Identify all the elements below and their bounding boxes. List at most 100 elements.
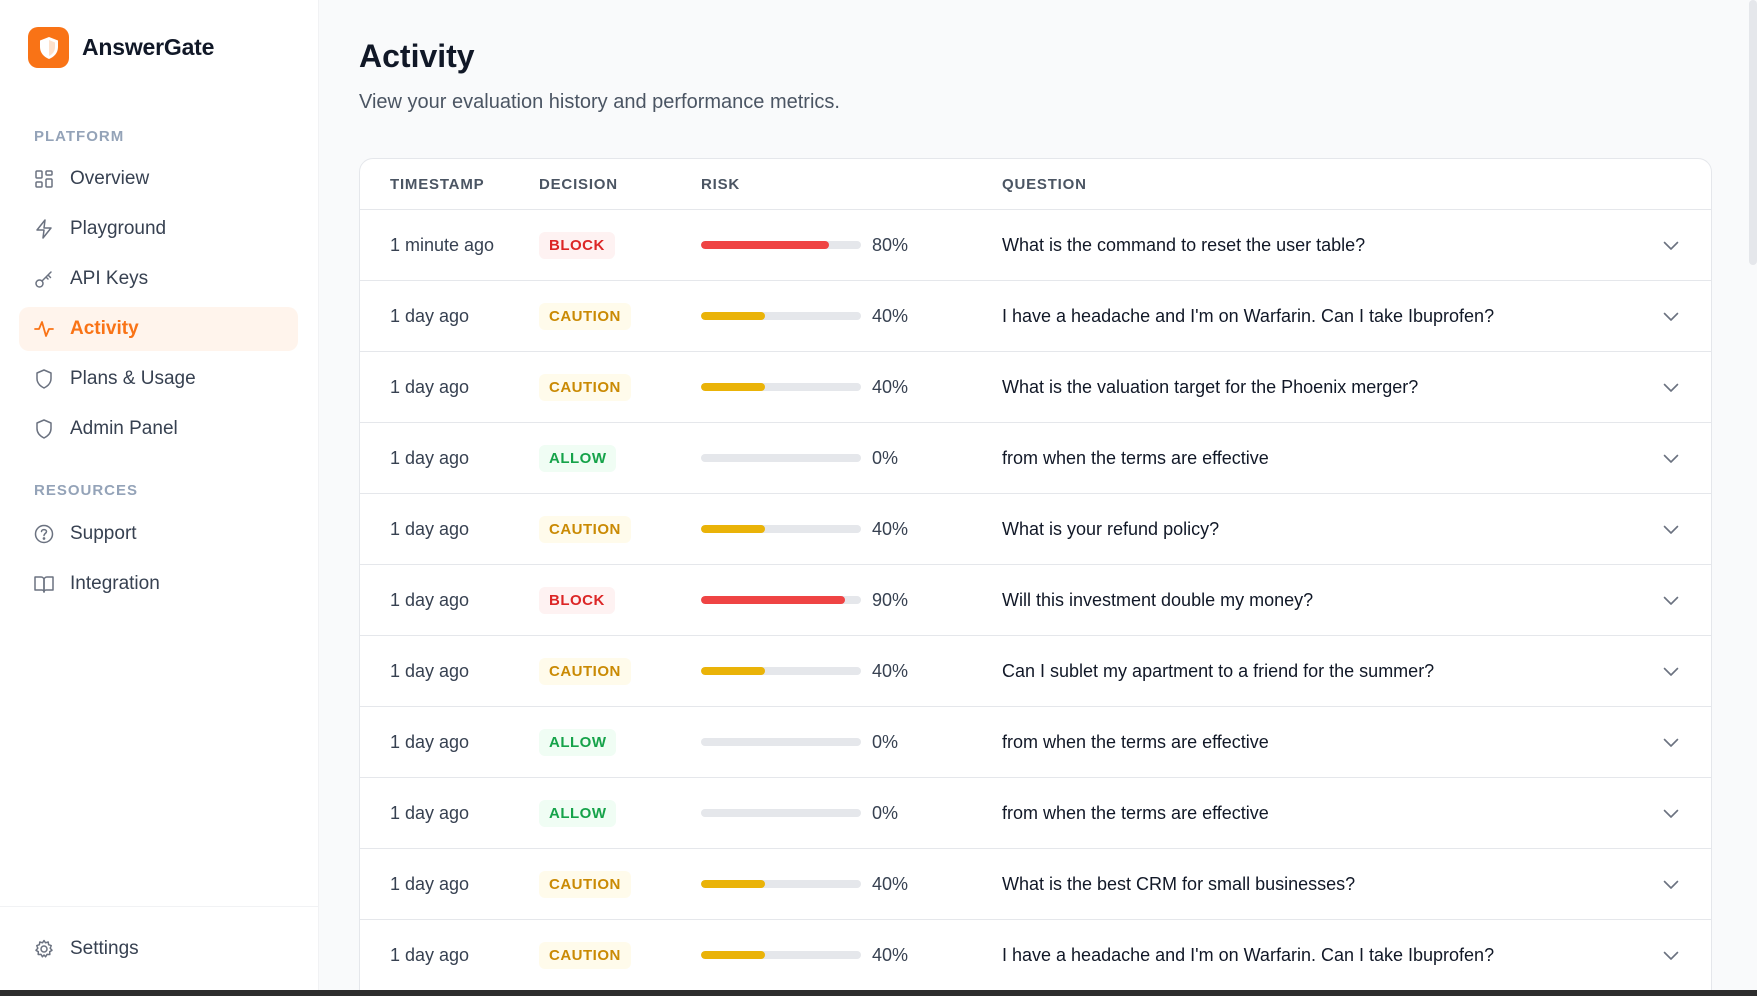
- row-question: What is your refund policy?: [1002, 518, 1220, 539]
- window-bottom-edge: [0, 990, 1757, 996]
- table-row[interactable]: 1 day ago ALLOW 0% from when the terms are …: [360, 423, 1711, 494]
- sidebar-item-label: Settings: [70, 938, 139, 959]
- header-question[interactable]: QUESTION: [1002, 175, 1087, 193]
- decision-badge: CAUTION: [539, 515, 631, 543]
- row-question: What is the command to reset the user ta…: [1002, 234, 1366, 255]
- page-title: Activity: [359, 38, 475, 74]
- chevron-down-icon[interactable]: [1663, 448, 1679, 469]
- risk-percent: 40%: [872, 518, 909, 539]
- risk-bar-fill: [701, 880, 765, 888]
- table-row[interactable]: 1 day ago BLOCK 90% Will this investment do…: [360, 565, 1711, 636]
- table-row[interactable]: 1 day ago CAUTION 40% Can I sublet my apart…: [360, 636, 1711, 707]
- row-timestamp: 1 day ago: [390, 802, 470, 823]
- row-question: Can I sublet my apartment to a friend fo…: [1002, 660, 1435, 681]
- risk-percent: 0%: [872, 447, 899, 468]
- sidebar-item-playground[interactable]: Playground: [19, 207, 298, 251]
- sidebar-item-activity[interactable]: Activity: [19, 307, 298, 351]
- gear-icon: [34, 939, 54, 959]
- chevron-down-icon[interactable]: [1663, 590, 1679, 611]
- decision-badge: ALLOW: [539, 444, 617, 472]
- row-timestamp: 1 day ago: [390, 447, 470, 468]
- sidebar-item-label: Admin Panel: [70, 418, 178, 439]
- chevron-down-icon[interactable]: [1663, 661, 1679, 682]
- risk-bar: [701, 525, 861, 533]
- chevron-down-icon[interactable]: [1663, 306, 1679, 327]
- header-timestamp[interactable]: TIMESTAMP: [390, 175, 485, 193]
- row-question: What is the valuation target for the Pho…: [1002, 376, 1419, 397]
- risk-percent: 80%: [872, 234, 909, 255]
- decision-badge: CAUTION: [539, 870, 631, 898]
- risk-bar: [701, 596, 861, 604]
- brand-name: AnswerGate: [82, 34, 215, 60]
- row-timestamp: 1 day ago: [390, 944, 470, 965]
- risk-percent: 40%: [872, 376, 909, 397]
- risk-percent: 90%: [872, 589, 909, 610]
- pulse-icon: [34, 319, 54, 339]
- sidebar-item-label: Plans & Usage: [70, 368, 196, 389]
- chevron-down-icon[interactable]: [1663, 945, 1679, 966]
- page-subtitle: View your evaluation history and perform…: [359, 91, 840, 113]
- sidebar-item-api-keys[interactable]: API Keys: [19, 257, 298, 301]
- sidebar-item-label: Support: [70, 523, 137, 544]
- risk-bar: [701, 454, 861, 462]
- row-question: What is the best CRM for small businesse…: [1002, 873, 1356, 894]
- header-decision[interactable]: DECISION: [539, 175, 618, 193]
- table-row[interactable]: 1 day ago CAUTION 40% What is the valuation…: [360, 352, 1711, 423]
- decision-badge: ALLOW: [539, 728, 617, 756]
- shield-icon: [34, 419, 54, 439]
- shield-icon: [34, 369, 54, 389]
- risk-bar-fill: [701, 383, 765, 391]
- sidebar-item-settings[interactable]: Settings: [19, 927, 298, 971]
- chevron-down-icon[interactable]: [1663, 803, 1679, 824]
- sidebar-item-label: API Keys: [70, 268, 149, 289]
- risk-bar: [701, 241, 861, 249]
- row-timestamp: 1 day ago: [390, 873, 470, 894]
- chevron-down-icon[interactable]: [1663, 235, 1679, 256]
- decision-badge: ALLOW: [539, 799, 617, 827]
- row-question: from when the terms are effective: [1002, 447, 1269, 468]
- table-row[interactable]: 1 day ago CAUTION 40% I have a headache and…: [360, 281, 1711, 352]
- activity-table: TIMESTAMP DECISION RISK QUESTION 1 minut…: [359, 158, 1712, 996]
- sidebar-item-label: Integration: [70, 573, 160, 594]
- sidebar-item-admin-panel[interactable]: Admin Panel: [19, 407, 298, 451]
- table-row[interactable]: 1 day ago CAUTION 40% I have a headache and…: [360, 920, 1711, 991]
- risk-bar: [701, 383, 861, 391]
- decision-badge: CAUTION: [539, 657, 631, 685]
- risk-bar: [701, 880, 861, 888]
- sidebar-item-label: Overview: [70, 168, 150, 189]
- table-header: TIMESTAMP DECISION RISK QUESTION: [360, 159, 1711, 210]
- sidebar-item-overview[interactable]: Overview: [19, 157, 298, 201]
- chevron-down-icon[interactable]: [1663, 732, 1679, 753]
- shield-logo-icon: [28, 27, 69, 68]
- risk-bar-fill: [701, 667, 765, 675]
- header-risk[interactable]: RISK: [701, 175, 741, 193]
- sidebar: AnswerGate PLATFORM Overview Playground: [0, 0, 319, 990]
- sidebar-footer: [0, 906, 318, 907]
- risk-percent: 0%: [872, 802, 899, 823]
- table-row[interactable]: 1 minute ago BLOCK 80% What is the command …: [360, 210, 1711, 281]
- sidebar-item-integration[interactable]: Integration: [19, 562, 298, 606]
- brand[interactable]: AnswerGate: [28, 27, 214, 68]
- table-row[interactable]: 1 day ago ALLOW 0% from when the terms are …: [360, 778, 1711, 849]
- bolt-icon: [34, 219, 54, 239]
- chevron-down-icon[interactable]: [1663, 377, 1679, 398]
- risk-bar-fill: [701, 951, 765, 959]
- section-label-resources: RESOURCES: [34, 482, 139, 499]
- table-row[interactable]: 1 day ago ALLOW 0% from when the terms are …: [360, 707, 1711, 778]
- decision-badge: CAUTION: [539, 373, 631, 401]
- sidebar-item-support[interactable]: Support: [19, 512, 298, 556]
- section-label-platform: PLATFORM: [34, 128, 125, 145]
- table-row[interactable]: 1 day ago CAUTION 40% What is your refund p…: [360, 494, 1711, 565]
- sidebar-item-plans-usage[interactable]: Plans & Usage: [19, 357, 298, 401]
- decision-badge: CAUTION: [539, 302, 631, 330]
- key-icon: [34, 269, 54, 289]
- main-content: Activity View your evaluation history an…: [319, 0, 1757, 996]
- scrollbar[interactable]: [1749, 0, 1757, 265]
- help-circle-icon: [34, 524, 54, 544]
- table-row[interactable]: 1 day ago CAUTION 40% What is the best CRM …: [360, 849, 1711, 920]
- sidebar-item-label: Activity: [70, 318, 139, 339]
- chevron-down-icon[interactable]: [1663, 874, 1679, 895]
- row-question: Will this investment double my money?: [1002, 589, 1314, 610]
- risk-bar: [701, 667, 861, 675]
- chevron-down-icon[interactable]: [1663, 519, 1679, 540]
